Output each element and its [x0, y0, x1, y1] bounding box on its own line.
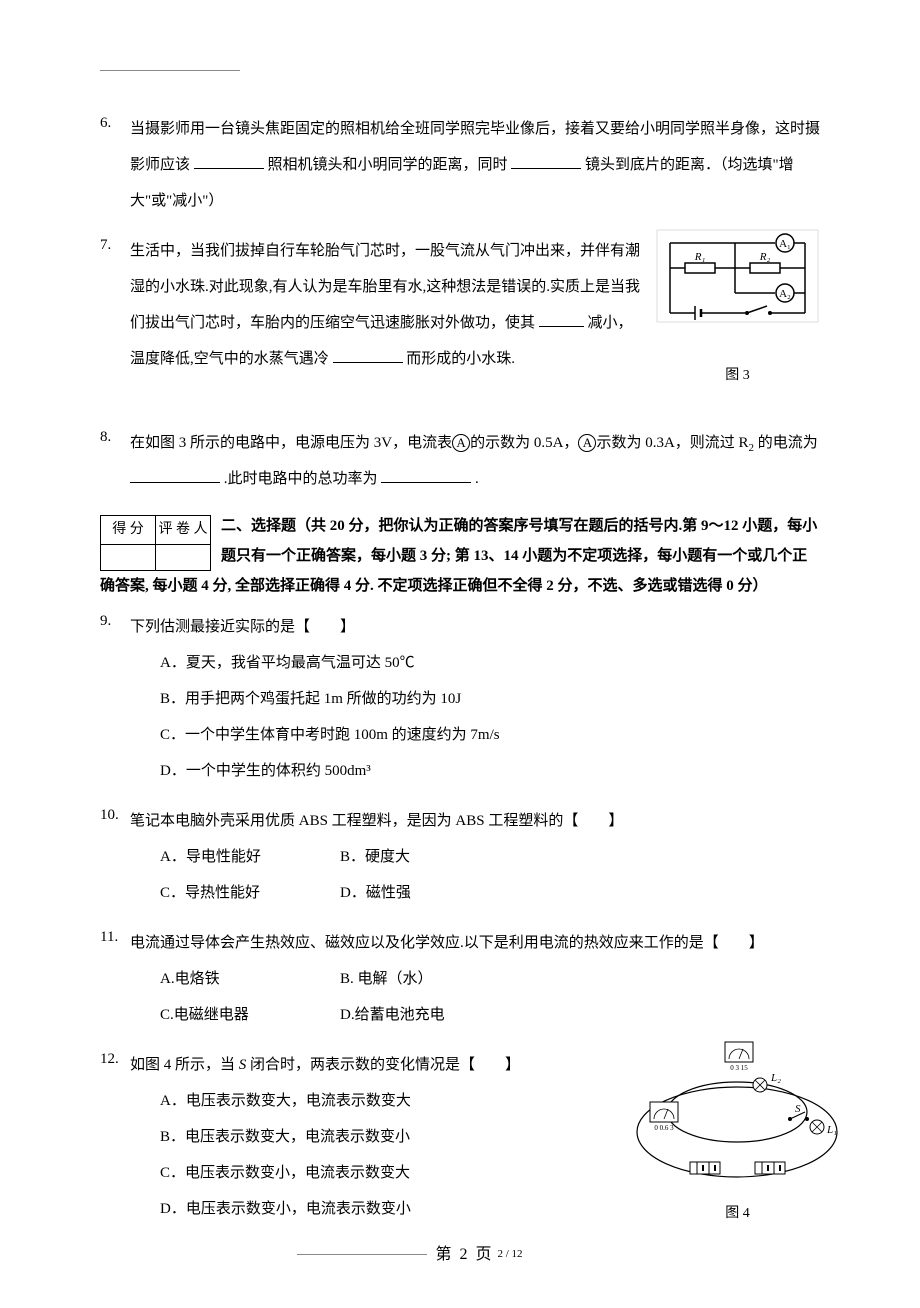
- q8-text-4: 的电流为: [758, 435, 818, 451]
- question-11: 11. 电流通过导体会产生热效应、磁效应以及化学效应.以下是利用电流的热效应来工…: [100, 925, 820, 1033]
- option-d: D.给蓄电池充电: [340, 997, 520, 1033]
- svg-text:L₂: L₂: [770, 1072, 781, 1084]
- svg-text:R₁: R₁: [694, 251, 706, 263]
- question-9: 9. 下列估测最接近实际的是【 】 A．夏天，我省平均最高气温可达 50℃ B．…: [100, 609, 820, 789]
- fill-blank: [511, 154, 581, 169]
- q10-row1: A．导电性能好 B．硬度大: [130, 839, 820, 875]
- svg-text:0 3 15: 0 3 15: [730, 1064, 748, 1072]
- question-body: 当摄影师用一台镜头焦距固定的照相机给全班同学照完毕业像后，接着又要给小明同学照半…: [130, 111, 820, 219]
- svg-text:S: S: [795, 1103, 801, 1115]
- footer-rule: [297, 1254, 427, 1255]
- question-6: 6. 当摄影师用一台镜头焦距固定的照相机给全班同学照完毕业像后，接着又要给小明同…: [100, 111, 820, 219]
- page-footer: 第 2 页 2 / 12: [100, 1242, 820, 1268]
- fill-blank: [539, 312, 584, 327]
- q8-text-6: .: [475, 471, 479, 487]
- subscript-2: 2: [749, 442, 755, 454]
- option-a: A．夏天，我省平均最高气温可达 50℃: [160, 645, 820, 681]
- question-number: 8.: [100, 425, 130, 497]
- top-divider: [100, 70, 240, 71]
- score-cell: [101, 544, 156, 570]
- section-2-header: 得 分 评 卷 人 二、选择题（共 20 分，把你认为正确的答案序号填写在题后的…: [100, 511, 820, 601]
- question-number: 7.: [100, 233, 130, 393]
- figure-3-label: 图 3: [655, 359, 820, 393]
- svg-text:R₂: R₂: [759, 251, 771, 263]
- ammeter-a1-icon: A: [452, 434, 470, 452]
- question-10: 10. 笔记本电脑外壳采用优质 ABS 工程塑料，是因为 ABS 工程塑料的【 …: [100, 803, 820, 911]
- q8-text-5: .此时电路中的总功率为: [224, 471, 378, 487]
- option-c: C．导热性能好: [160, 875, 340, 911]
- q8-text-2: 的示数为 0.5A，: [470, 435, 578, 451]
- figure-4: 0 3 15 0 0.6 3 L₂ L₁ S: [625, 1037, 850, 1228]
- q10-stem: 笔记本电脑外壳采用优质 ABS 工程塑料，是因为 ABS 工程塑料的【 】: [130, 803, 820, 839]
- footer-page: 第 2 页: [435, 1242, 493, 1268]
- question-body: 在如图 3 所示的电路中，电源电压为 3V，电流表A的示数为 0.5A，A示数为…: [130, 425, 820, 497]
- q11-row2: C.电磁继电器 D.给蓄电池充电: [130, 997, 820, 1033]
- question-12: 12. 0 3 15 0 0.6 3 L₂: [100, 1047, 820, 1228]
- q7-text-3: 而形成的小水珠.: [406, 351, 515, 367]
- question-body: 下列估测最接近实际的是【 】 A．夏天，我省平均最高气温可达 50℃ B．用手把…: [130, 609, 820, 789]
- option-d: D．一个中学生的体积约 500dm³: [160, 753, 820, 789]
- option-b: B. 电解（水）: [340, 961, 520, 997]
- q11-stem: 电流通过导体会产生热效应、磁效应以及化学效应.以下是利用电流的热效应来工作的是【…: [130, 925, 820, 961]
- question-number: 10.: [100, 803, 130, 911]
- q11-row1: A.电烙铁 B. 电解（水）: [130, 961, 820, 997]
- q6-text-2: 照相机镜头和小明同学的距离，同时: [268, 157, 508, 173]
- footer-sub: 2 / 12: [497, 1246, 522, 1264]
- question-number: 9.: [100, 609, 130, 789]
- option-b: B．用手把两个鸡蛋托起 1m 所做的功约为 10J: [160, 681, 820, 717]
- question-7: 7. A₁ R₁ R₂: [100, 233, 820, 393]
- option-a: A.电烙铁: [160, 961, 340, 997]
- score-header-1: 得 分: [101, 515, 156, 544]
- question-number: 6.: [100, 111, 130, 219]
- ammeter-a2-icon: A: [578, 434, 596, 452]
- fill-blank: [333, 348, 403, 363]
- q9-stem: 下列估测最接近实际的是【 】: [130, 609, 820, 645]
- svg-text:L₁: L₁: [826, 1124, 837, 1136]
- svg-text:A₁: A₁: [779, 238, 791, 250]
- question-body: 电流通过导体会产生热效应、磁效应以及化学效应.以下是利用电流的热效应来工作的是【…: [130, 925, 820, 1033]
- question-8: 8. 在如图 3 所示的电路中，电源电压为 3V，电流表A的示数为 0.5A，A…: [100, 425, 820, 497]
- question-body: 0 3 15 0 0.6 3 L₂ L₁ S: [130, 1047, 820, 1228]
- option-b: B．硬度大: [340, 839, 520, 875]
- svg-text:0 0.6 3: 0 0.6 3: [654, 1124, 674, 1132]
- q9-options: A．夏天，我省平均最高气温可达 50℃ B．用手把两个鸡蛋托起 1m 所做的功约…: [130, 645, 820, 789]
- fill-blank: [194, 154, 264, 169]
- question-number: 11.: [100, 925, 130, 1033]
- option-c: C.电磁继电器: [160, 997, 340, 1033]
- question-body: A₁ R₁ R₂ A₂: [130, 233, 820, 393]
- score-header-2: 评 卷 人: [156, 515, 211, 544]
- circuit-diagram-4-icon: 0 3 15 0 0.6 3 L₂ L₁ S: [625, 1037, 850, 1187]
- svg-text:A₂: A₂: [779, 288, 791, 300]
- fill-blank: [381, 468, 471, 483]
- option-c: C．一个中学生体育中考时跑 100m 的速度约为 7m/s: [160, 717, 820, 753]
- score-table: 得 分 评 卷 人: [100, 515, 211, 571]
- figure-4-label: 图 4: [625, 1200, 850, 1228]
- score-cell: [156, 544, 211, 570]
- option-a: A．导电性能好: [160, 839, 340, 875]
- q10-row2: C．导热性能好 D．磁性强: [130, 875, 820, 911]
- figure-3: A₁ R₁ R₂ A₂: [655, 228, 820, 393]
- question-number: 12.: [100, 1047, 130, 1228]
- question-body: 笔记本电脑外壳采用优质 ABS 工程塑料，是因为 ABS 工程塑料的【 】 A．…: [130, 803, 820, 911]
- option-d: D．磁性强: [340, 875, 520, 911]
- circuit-diagram-icon: A₁ R₁ R₂ A₂: [655, 228, 820, 343]
- q8-text-1: 在如图 3 所示的电路中，电源电压为 3V，电流表: [130, 435, 452, 451]
- fill-blank: [130, 468, 220, 483]
- q8-text-3: 示数为 0.3A，则流过 R: [596, 435, 748, 451]
